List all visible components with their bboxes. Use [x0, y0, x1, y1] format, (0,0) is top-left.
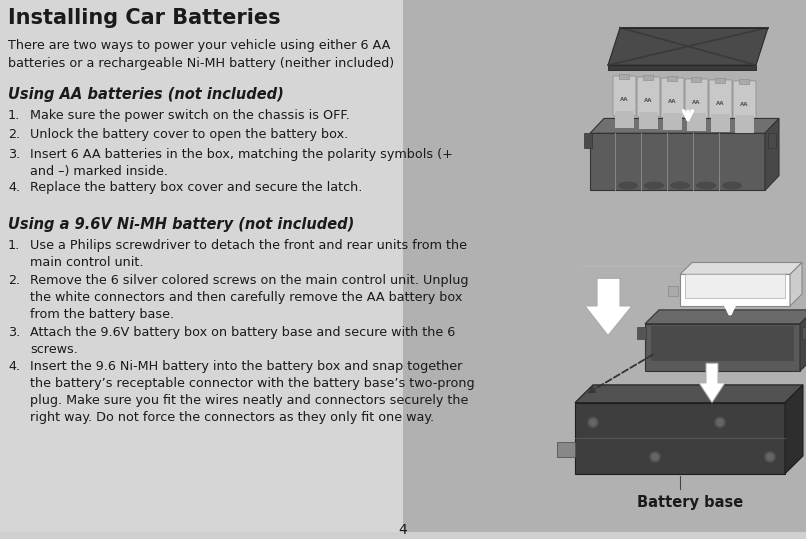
Bar [715, 78, 725, 83]
Polygon shape [790, 262, 802, 306]
Ellipse shape [644, 182, 664, 190]
Circle shape [588, 417, 598, 427]
Text: AA: AA [644, 98, 653, 103]
Text: Using AA batteries (not included): Using AA batteries (not included) [8, 87, 284, 102]
Text: Insert 6 AA batteries in the box, matching the polarity symbols (+
and –) marked: Insert 6 AA batteries in the box, matchi… [30, 148, 453, 178]
Circle shape [765, 452, 775, 462]
Bar [643, 75, 653, 80]
FancyBboxPatch shape [637, 77, 660, 116]
Ellipse shape [670, 182, 690, 190]
Polygon shape [680, 262, 802, 274]
Text: 4: 4 [399, 523, 407, 537]
Bar [637, 327, 646, 338]
Polygon shape [590, 119, 779, 133]
Polygon shape [575, 403, 785, 474]
Text: 4.: 4. [8, 360, 20, 373]
Bar [619, 74, 629, 79]
Text: 3.: 3. [8, 148, 20, 161]
Text: Replace the battery box cover and secure the latch.: Replace the battery box cover and secure… [30, 181, 363, 194]
Polygon shape [699, 363, 725, 403]
Circle shape [652, 454, 658, 460]
Text: Installing Car Batteries: Installing Car Batteries [8, 8, 280, 28]
Polygon shape [608, 65, 756, 70]
Bar [768, 133, 776, 148]
Circle shape [717, 419, 723, 425]
Polygon shape [557, 442, 575, 457]
Text: 2.: 2. [8, 128, 20, 141]
Circle shape [590, 419, 596, 425]
Text: Make sure the power switch on the chassis is OFF.: Make sure the power switch on the chassi… [30, 108, 350, 122]
Polygon shape [680, 274, 790, 306]
Text: 2.: 2. [8, 274, 20, 287]
Bar [584, 133, 592, 148]
FancyBboxPatch shape [709, 80, 732, 120]
Polygon shape [645, 310, 806, 324]
Text: Attach the 9.6V battery box on battery base and secure with the 6
screws.: Attach the 9.6V battery box on battery b… [30, 326, 455, 356]
Bar [687, 114, 706, 132]
Text: Using a 9.6V Ni-MH battery (not included): Using a 9.6V Ni-MH battery (not included… [8, 217, 355, 232]
Ellipse shape [618, 182, 638, 190]
Polygon shape [785, 385, 803, 474]
FancyBboxPatch shape [733, 81, 756, 120]
Text: Battery base: Battery base [637, 495, 743, 510]
Text: AA: AA [692, 100, 700, 105]
Circle shape [767, 454, 773, 460]
Bar [651, 326, 794, 361]
Text: 1.: 1. [8, 108, 20, 122]
Polygon shape [645, 324, 800, 371]
Circle shape [715, 417, 725, 427]
Text: AA: AA [668, 99, 677, 104]
Ellipse shape [696, 182, 716, 190]
Bar [711, 114, 730, 132]
Polygon shape [575, 385, 803, 403]
Text: Use a Philips screwdriver to detach the front and rear units from the
main contr: Use a Philips screwdriver to detach the … [30, 239, 467, 269]
Polygon shape [608, 27, 768, 65]
Text: AA: AA [717, 101, 725, 106]
Polygon shape [800, 310, 806, 371]
Bar [802, 327, 806, 338]
FancyBboxPatch shape [685, 79, 708, 119]
Bar [685, 274, 785, 298]
Polygon shape [765, 119, 779, 190]
Bar [735, 115, 754, 133]
Bar [668, 286, 678, 296]
Text: 4.: 4. [8, 181, 20, 194]
Bar [739, 79, 749, 84]
Ellipse shape [722, 182, 742, 190]
Text: AA: AA [740, 102, 749, 107]
Text: Insert the 9.6 Ni-MH battery into the battery box and snap together
the battery’: Insert the 9.6 Ni-MH battery into the ba… [30, 360, 475, 424]
Text: 1.: 1. [8, 239, 20, 252]
Bar [663, 113, 682, 130]
Bar [667, 76, 677, 81]
Text: 3.: 3. [8, 326, 20, 338]
Text: There are two ways to power your vehicle using either 6 AA
batteries or a rechar: There are two ways to power your vehicle… [8, 39, 394, 70]
Text: Remove the 6 silver colored screws on the main control unit. Unplug
the white co: Remove the 6 silver colored screws on th… [30, 274, 468, 321]
Bar [691, 77, 701, 82]
Bar [639, 112, 658, 129]
Circle shape [650, 452, 660, 462]
FancyBboxPatch shape [661, 78, 684, 118]
Text: AA: AA [621, 97, 629, 102]
Polygon shape [590, 133, 765, 190]
Polygon shape [585, 278, 632, 336]
Bar [615, 110, 634, 128]
Text: Unlock the battery cover to open the battery box.: Unlock the battery cover to open the bat… [30, 128, 348, 141]
FancyBboxPatch shape [613, 76, 636, 115]
